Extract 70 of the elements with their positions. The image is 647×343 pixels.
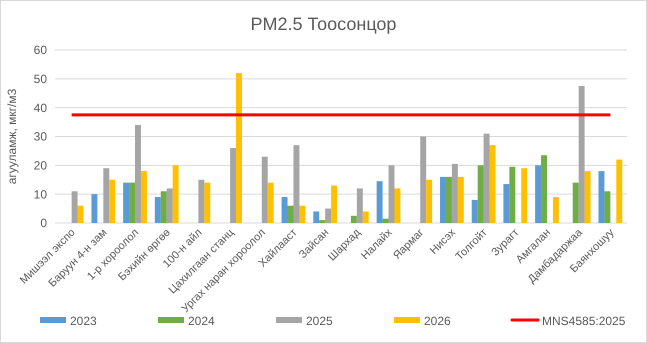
y-tick-label: 30 bbox=[34, 130, 48, 144]
bar bbox=[420, 136, 426, 223]
bar bbox=[598, 171, 604, 223]
bar bbox=[388, 165, 394, 223]
bar bbox=[78, 206, 84, 223]
bar bbox=[319, 220, 326, 223]
y-axis-title: агууламж, мкг/м3 bbox=[5, 88, 19, 184]
bar bbox=[109, 180, 116, 223]
bar bbox=[103, 168, 110, 223]
bar bbox=[376, 181, 383, 223]
bar bbox=[166, 188, 173, 223]
bar bbox=[262, 156, 268, 223]
bar bbox=[458, 176, 464, 223]
bar bbox=[503, 184, 510, 223]
bar bbox=[172, 165, 179, 223]
legend-label: 2025 bbox=[306, 314, 334, 328]
bar bbox=[484, 134, 490, 223]
bar bbox=[72, 191, 78, 223]
bar bbox=[426, 180, 432, 223]
bar bbox=[160, 191, 167, 223]
chart-title: PM2.5 Тоосонцор bbox=[250, 14, 396, 34]
bar bbox=[129, 182, 136, 223]
bar bbox=[154, 197, 161, 223]
bar bbox=[91, 194, 98, 223]
bar bbox=[313, 211, 320, 223]
bar bbox=[331, 186, 338, 223]
bar bbox=[452, 164, 458, 223]
y-tick-label: 20 bbox=[34, 158, 48, 173]
bar bbox=[472, 200, 478, 223]
bar bbox=[325, 208, 332, 223]
bar bbox=[394, 188, 400, 223]
y-tick-label: 0 bbox=[40, 216, 48, 230]
bar bbox=[572, 182, 579, 223]
bar bbox=[552, 197, 559, 223]
bar bbox=[282, 197, 288, 223]
bar bbox=[236, 73, 242, 223]
legend-label: 2026 bbox=[424, 314, 452, 328]
bar bbox=[288, 206, 294, 223]
bar bbox=[478, 165, 484, 223]
legend-label: 2023 bbox=[70, 314, 98, 328]
bar bbox=[293, 145, 300, 223]
bar bbox=[123, 182, 130, 223]
bar bbox=[490, 145, 496, 223]
y-tick-label: 60 bbox=[34, 43, 48, 58]
bar bbox=[135, 124, 141, 223]
bar bbox=[521, 168, 528, 223]
bar bbox=[509, 166, 516, 223]
legend-label: 2024 bbox=[188, 314, 216, 328]
y-tick-label: 40 bbox=[34, 100, 48, 115]
y-tick-label: 10 bbox=[34, 187, 48, 202]
bar bbox=[440, 176, 446, 223]
bar bbox=[230, 148, 236, 223]
bar bbox=[535, 165, 542, 223]
legend-label: MNS4585:2025 bbox=[542, 314, 626, 328]
bar bbox=[362, 211, 369, 223]
bar bbox=[356, 188, 363, 223]
bar bbox=[140, 171, 147, 223]
bar bbox=[350, 216, 357, 223]
bar bbox=[268, 182, 274, 223]
bar bbox=[541, 155, 547, 223]
bar bbox=[198, 180, 204, 223]
bar bbox=[299, 206, 306, 223]
bar bbox=[446, 176, 452, 223]
bar bbox=[204, 182, 210, 223]
y-tick-label: 50 bbox=[34, 72, 48, 86]
bar bbox=[604, 191, 610, 223]
bar bbox=[584, 171, 591, 223]
bar bbox=[382, 218, 389, 223]
bar bbox=[578, 86, 585, 223]
bar bbox=[616, 160, 622, 223]
